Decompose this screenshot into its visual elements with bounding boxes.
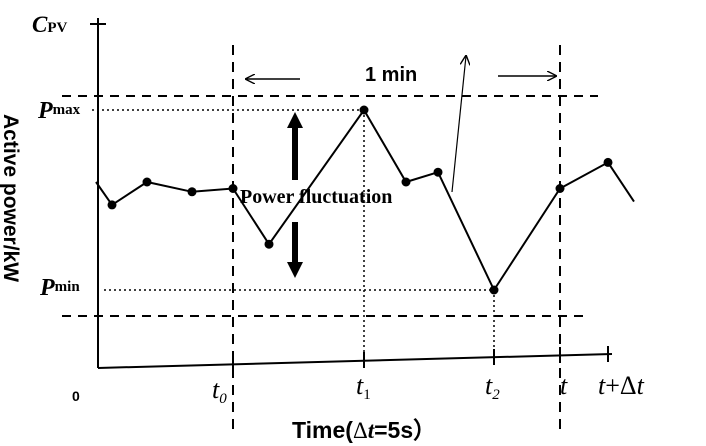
power-sample-point — [603, 157, 613, 167]
power-sample-point — [489, 285, 499, 295]
power-sample-point — [187, 187, 197, 197]
fluctuation-down-shaft — [292, 222, 298, 264]
window-duration-label: 1 min — [365, 64, 417, 86]
t1-label: t1 — [356, 371, 371, 403]
power-sample-point — [359, 105, 369, 115]
t2-label: t2 — [485, 371, 500, 403]
t-plus-dt-label: t+Δt — [598, 371, 645, 400]
window-pointer-arrow — [451, 56, 466, 193]
t-label: t — [560, 371, 568, 400]
pmax-label: Pmax — [37, 98, 81, 124]
power-sample-point — [107, 200, 117, 210]
power-sample-point — [555, 184, 565, 193]
t0-label: t0 — [212, 375, 227, 407]
cpv-label: CPV — [32, 12, 68, 37]
y-axis-label: Active power/kW — [0, 114, 22, 282]
fluctuation-down-arrowhead — [287, 262, 303, 278]
power-sample-point — [264, 239, 274, 249]
power-curve — [95, 105, 635, 295]
fluctuation-up-shaft — [292, 126, 298, 180]
pmin-label: Pmin — [39, 275, 80, 301]
power-sample-point — [228, 184, 238, 193]
origin-label: 0 — [72, 388, 80, 404]
x-axis-title: Time(Δt=5s） — [292, 417, 436, 443]
power-sample-point — [401, 177, 411, 187]
x-axis — [97, 353, 613, 369]
fluctuation-label: Power fluctuation — [240, 186, 392, 208]
power-sample-point — [433, 167, 443, 177]
fluctuation-up-arrowhead — [287, 112, 303, 128]
power-sample-point — [142, 177, 152, 187]
